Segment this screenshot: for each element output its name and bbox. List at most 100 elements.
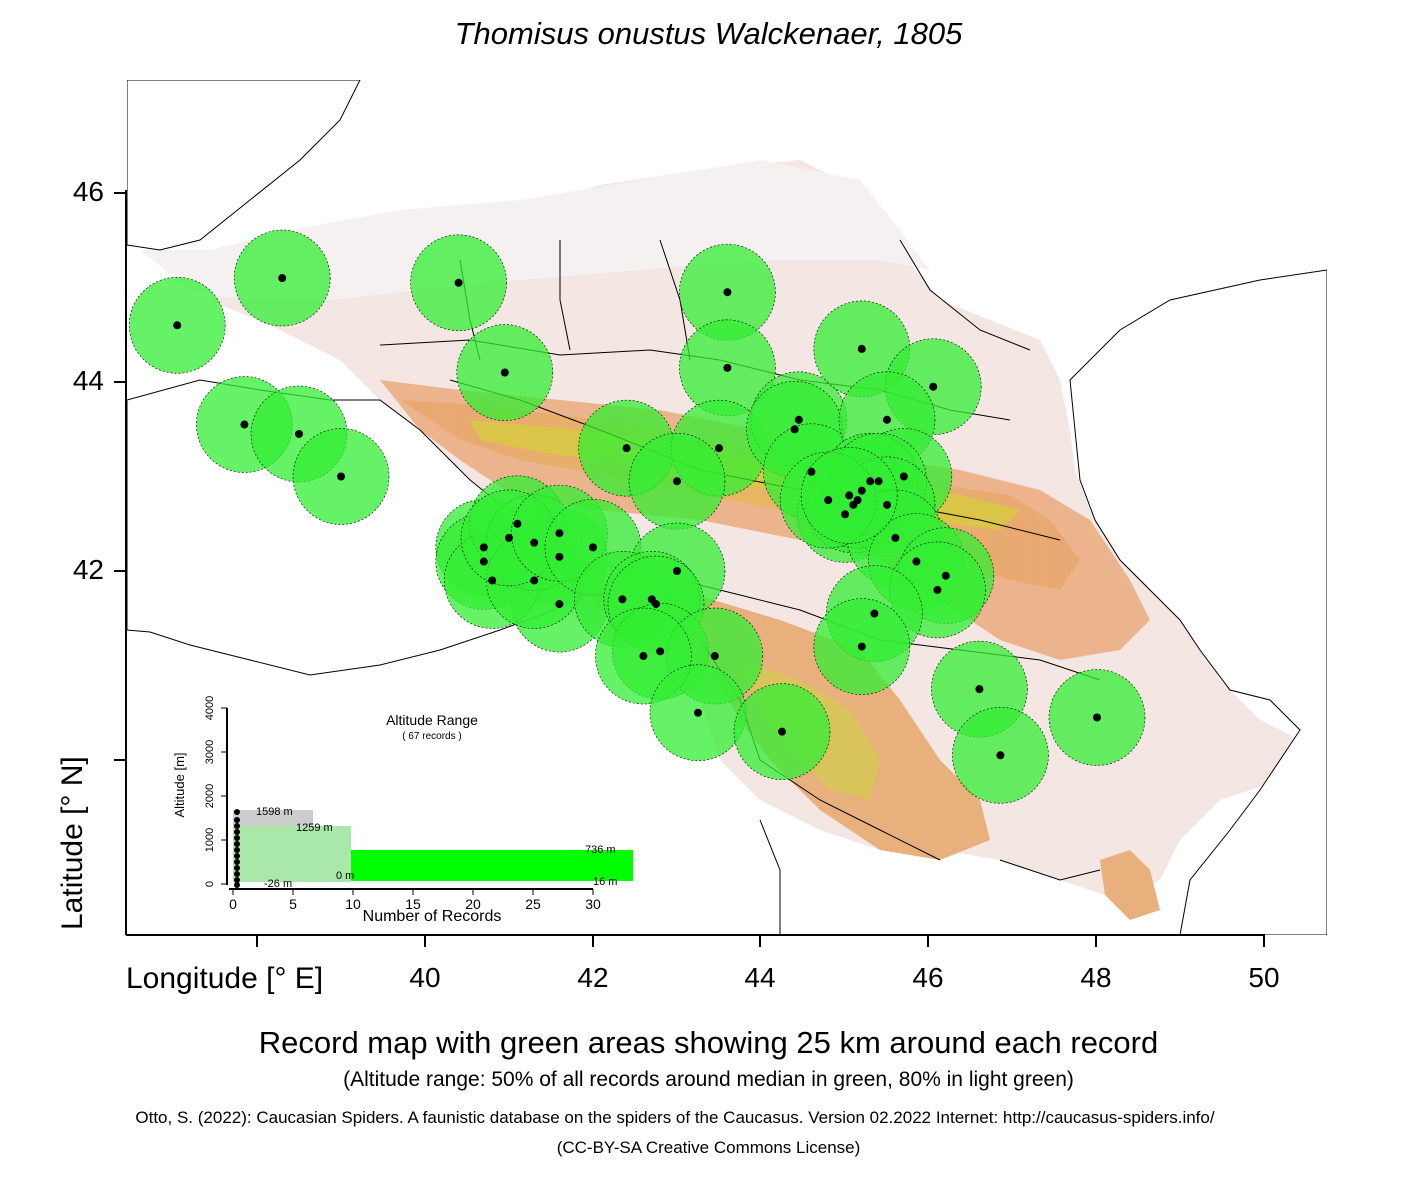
y-axis-label: Latitude [° N] <box>56 756 89 930</box>
record-point <box>857 344 866 353</box>
x-axis-label: Longitude [° E] <box>126 962 324 995</box>
record-point <box>778 727 786 736</box>
caption-license: (CC-BY-SA Creative Commons License) <box>556 1138 861 1157</box>
record-point <box>807 467 816 476</box>
range-band <box>233 810 313 826</box>
inset-ytick-0: 0 <box>204 881 216 887</box>
record-point <box>639 652 648 661</box>
caspian-sea <box>1069 269 1327 935</box>
record-point <box>883 500 891 509</box>
y-tick-44: 44 <box>72 365 104 396</box>
record-point <box>891 533 900 542</box>
record-point <box>500 368 509 377</box>
inset-label-p80-low: 0 m <box>336 870 354 882</box>
x-tick-44: 44 <box>744 962 776 993</box>
caption-altitude-note: (Altitude range: 50% of all records arou… <box>343 1068 1074 1091</box>
talysh-terrain <box>1100 850 1160 920</box>
inset-ytick-4000: 4000 <box>204 696 216 720</box>
x-tick-48: 48 <box>1080 962 1112 993</box>
record-point <box>912 557 921 566</box>
inset-xtick-10: 10 <box>345 896 361 912</box>
record-point <box>874 477 883 486</box>
map-title: Thomisus onustus Walckenaer, 1805 <box>454 16 963 51</box>
caption-citation: Otto, S. (2022): Caucasian Spiders. A fa… <box>135 1108 1215 1127</box>
record-point <box>530 538 539 547</box>
inset-label-min: -26 m <box>264 878 292 890</box>
record-point <box>618 595 627 604</box>
inset-ytick-3000: 3000 <box>204 740 216 764</box>
sea-of-azov <box>127 80 361 251</box>
record-point <box>278 274 287 283</box>
inset-y-label: Altitude [m] <box>172 752 187 817</box>
y-tick-42: 42 <box>72 554 104 585</box>
record-point <box>723 288 732 297</box>
record-point <box>530 576 539 585</box>
record-point <box>513 519 522 528</box>
inset-label-p80-high: 1259 m <box>296 822 333 834</box>
record-point <box>479 543 488 552</box>
record-point <box>337 472 345 481</box>
x-tick-42: 42 <box>577 962 609 993</box>
record-point <box>295 429 303 438</box>
record-point <box>673 567 681 575</box>
record-point <box>866 477 875 486</box>
record-point <box>505 533 513 542</box>
record-point <box>715 444 723 453</box>
map-axes <box>114 190 1265 947</box>
record-point <box>240 420 249 429</box>
record-point <box>694 708 702 717</box>
inset-xtick-0: 0 <box>229 896 237 912</box>
inset-x-label: Number of Records <box>363 908 502 925</box>
record-point <box>794 415 803 424</box>
x-tick-50: 50 <box>1248 962 1280 993</box>
record-point <box>652 600 660 609</box>
record-points <box>173 274 1101 760</box>
record-point <box>488 576 497 585</box>
inset-ytick-1000: 1000 <box>204 828 216 852</box>
record-point <box>845 491 854 500</box>
record-point <box>929 382 938 391</box>
record-point <box>555 552 564 561</box>
record-point <box>790 425 799 434</box>
record-point <box>941 571 950 580</box>
record-point <box>173 321 182 330</box>
altitude-range-inset: Altitude Range ( 67 records ) Altitude [… <box>172 696 633 925</box>
record-point <box>870 609 879 618</box>
inset-xtick-15: 15 <box>405 896 421 912</box>
inset-label-max: 1598 m <box>256 806 293 818</box>
p80-band <box>233 826 351 882</box>
record-point <box>555 600 564 609</box>
inset-xtick-30: 30 <box>585 896 601 912</box>
record-point <box>454 278 463 287</box>
inset-xtick-5: 5 <box>289 896 297 912</box>
record-point <box>555 529 564 538</box>
record-point <box>824 496 833 505</box>
record-point <box>1093 713 1101 722</box>
record-point <box>589 543 597 552</box>
inset-xtick-25: 25 <box>525 896 541 912</box>
record-point <box>841 510 849 519</box>
record-point <box>883 415 891 424</box>
record-point <box>857 642 866 651</box>
inset-xtick-20: 20 <box>465 896 481 912</box>
plain-terrain <box>140 160 930 300</box>
map-area <box>127 80 1327 935</box>
x-tick-40: 40 <box>409 962 441 993</box>
record-point <box>673 477 681 486</box>
record-point <box>996 751 1005 760</box>
record-point <box>857 486 866 495</box>
x-tick-46: 46 <box>912 962 944 993</box>
inset-label-p50-high: 736 m <box>585 844 616 856</box>
record-point <box>622 444 631 453</box>
inset-label-p50-low: 16 m <box>593 876 617 888</box>
record-point <box>933 585 942 594</box>
record-point <box>975 685 984 694</box>
inset-subtitle: ( 67 records ) <box>402 731 461 742</box>
inset-ytick-2000: 2000 <box>204 784 216 808</box>
record-point <box>710 652 719 661</box>
record-point <box>899 472 908 481</box>
record-point <box>479 557 488 566</box>
caption-main: Record map with green areas showing 25 k… <box>258 1025 1159 1060</box>
record-point <box>656 647 665 656</box>
